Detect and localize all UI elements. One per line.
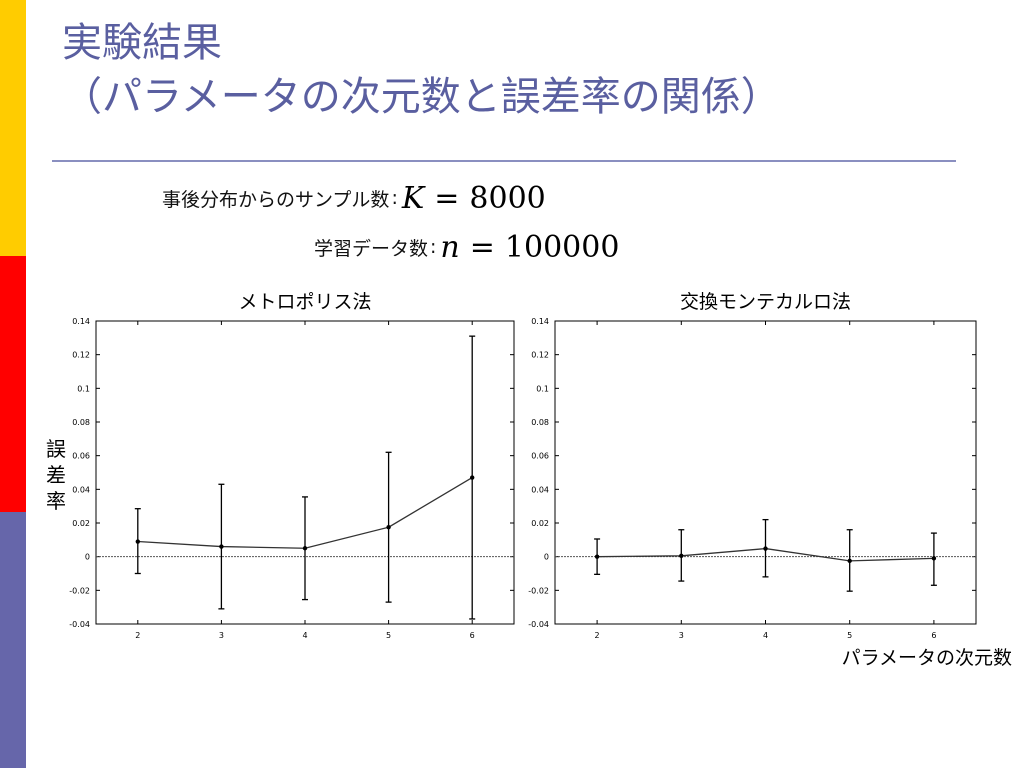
chart-1-y-tick-label: -0.02 — [69, 586, 90, 595]
param-symbol: K — [401, 180, 425, 216]
chart-2-y-tick-label: 0.14 — [531, 317, 549, 326]
title-divider — [52, 160, 956, 162]
chart-1-data-point — [219, 544, 224, 549]
chart-1-x-tick-label: 5 — [386, 631, 391, 640]
chart-1-data-point — [135, 539, 140, 544]
chart-1-y-tick-label: 0.12 — [72, 351, 90, 360]
chart-1-data-point — [302, 546, 308, 551]
chart-2-data-point — [931, 556, 937, 561]
chart-2-y-tick-label: 0 — [544, 553, 549, 562]
chart-1-title: メトロポリス法 — [238, 291, 371, 313]
chart-2-x-tick-label: 2 — [595, 631, 600, 640]
chart-2-y-tick-label: 0.08 — [531, 418, 549, 427]
chart-1-y-tick-label: 0.14 — [72, 317, 90, 326]
chart-2-x-tick-label: 5 — [847, 631, 852, 640]
param-value: 8000 — [469, 180, 546, 216]
accent-red — [0, 256, 26, 512]
chart-2-x-tick-label: 3 — [679, 631, 684, 640]
param-value: 100000 — [504, 229, 620, 265]
shared-y-label: 誤 差 率 — [42, 436, 70, 514]
chart-2-title: 交換モンテカルロ法 — [680, 291, 851, 313]
y-label-char: 率 — [46, 489, 66, 513]
param-label: 学習データ数 — [314, 237, 429, 260]
chart-1-x-tick-label: 6 — [470, 631, 475, 640]
shared-x-label: パラメータの次元数 — [842, 647, 1012, 669]
chart-2-plot-frame — [554, 320, 977, 625]
chart-1-y-tick-label: 0 — [85, 553, 90, 562]
chart-1-y-tick-label: 0.02 — [72, 519, 90, 528]
chart-1-y-tick-label: 0.08 — [72, 418, 90, 427]
param-symbol: n — [440, 229, 460, 265]
chart-2-x-tick-label: 6 — [931, 631, 936, 640]
chart-2-y-tick-label: -0.04 — [528, 620, 549, 629]
chart-1-y-tick-label: -0.04 — [69, 620, 90, 629]
param-equals: = — [434, 180, 460, 216]
accent-blue — [0, 512, 26, 768]
param-formula: K = 8000 — [402, 181, 546, 216]
accent-yellow — [0, 0, 26, 256]
param-separator: : — [430, 236, 437, 258]
chart-1-x-tick-label: 3 — [219, 631, 224, 640]
param-formula: n = 100000 — [440, 230, 619, 265]
param-row-samples: 事後分布からのサンプル数 : K = 8000 — [162, 176, 546, 220]
chart-1-x-tick-label: 2 — [135, 631, 140, 640]
chart-2-y-tick-label: -0.02 — [528, 586, 549, 595]
title-line-2: （パラメータの次元数と誤差率の関係） — [62, 74, 781, 120]
chart-2-y-tick-label: 0.06 — [531, 452, 549, 461]
title-line-1: 実験結果 — [62, 20, 222, 66]
param-separator: : — [391, 187, 398, 209]
chart-2-y-tick-label: 0.04 — [531, 485, 549, 494]
chart-2-data-point — [847, 558, 852, 564]
chart-2-x-tick-label: 4 — [763, 631, 768, 640]
param-label: 事後分布からのサンプル数 — [162, 188, 390, 211]
chart-1-data-point — [470, 475, 475, 480]
param-equals: = — [469, 229, 495, 265]
chart-1-y-tick-label: 0.06 — [72, 452, 90, 461]
chart-2-data-point — [763, 546, 768, 551]
side-accent-bar — [0, 0, 26, 768]
chart-2-y-tick-label: 0.02 — [531, 519, 549, 528]
chart-2-data-point — [594, 554, 600, 559]
param-row-training: 学習データ数 : n = 100000 — [314, 225, 619, 269]
chart-1-y-tick-label: 0.04 — [72, 485, 90, 494]
y-label-char: 差 — [46, 463, 66, 487]
chart-1-data-point — [386, 525, 391, 530]
y-label-char: 誤 — [46, 437, 66, 461]
chart-1-x-tick-label: 4 — [302, 631, 307, 640]
chart-2-y-tick-label: 0.12 — [531, 351, 549, 360]
slide-title: 実験結果 （パラメータの次元数と誤差率の関係） — [62, 16, 1002, 124]
chart-2-y-tick-label: 0.1 — [536, 384, 549, 393]
chart-2-data-point — [679, 553, 684, 559]
chart-1-y-tick-label: 0.1 — [77, 384, 90, 393]
